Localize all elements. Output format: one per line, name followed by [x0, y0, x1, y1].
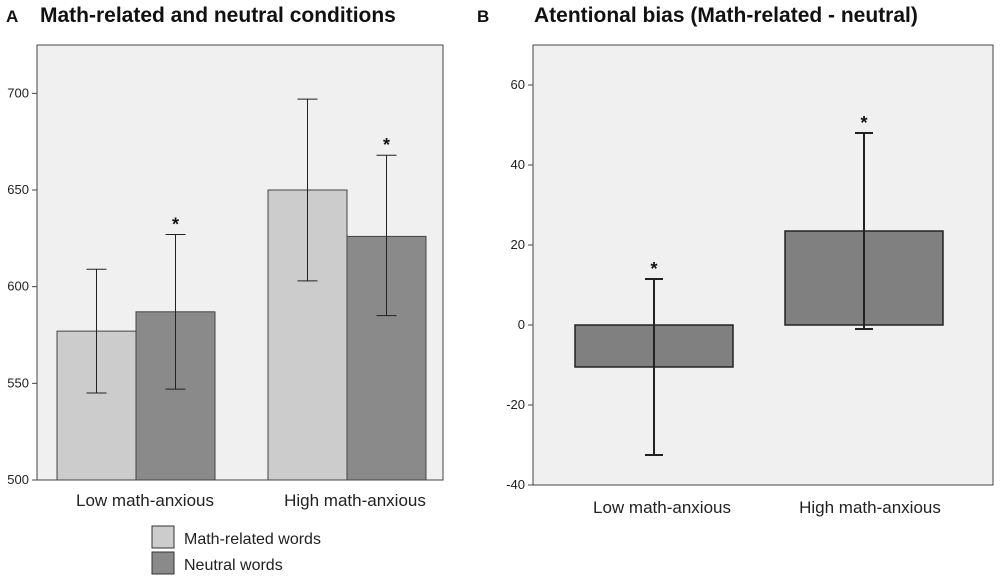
panel-a-category-high: High math-anxious — [284, 491, 426, 510]
panel-a-bar — [56, 330, 137, 481]
legend-swatch-math-related — [151, 525, 175, 549]
panel-a-y-axis: 500 550 600 650 700 — [7, 85, 37, 487]
panel-b-ytick-label: 20 — [511, 237, 525, 252]
panel-a-ytick-label: 650 — [7, 182, 29, 197]
panel-b-ytick-label: 0 — [518, 317, 525, 332]
panel-letter-a: A — [6, 7, 18, 26]
panel-b-ytick-label: 40 — [511, 157, 525, 172]
panel-letter-b: B — [477, 7, 489, 26]
panel-b-bars: ** — [574, 113, 944, 456]
panel-a-bars: ** — [56, 98, 427, 481]
panel-b-y-axis: -40 -20 0 20 40 60 — [506, 77, 533, 492]
panel-a-ytick-label: 600 — [7, 279, 29, 294]
panel-a-significance-star: * — [172, 214, 179, 234]
legend-label-neutral: Neutral words — [184, 557, 283, 574]
panel-a-ytick-label: 550 — [7, 375, 29, 390]
panel-b-ytick-label: -20 — [506, 397, 525, 412]
legend: Math-related words Neutral words — [151, 525, 321, 575]
panel-b-significance-star: * — [860, 113, 867, 133]
panel-a-ytick-label: 500 — [7, 472, 29, 487]
panel-b-title: Atentional bias (Math-related - neutral) — [534, 4, 918, 27]
panel-a-title: Math-related and neutral conditions — [40, 4, 396, 27]
panel-a-significance-star: * — [383, 135, 390, 155]
panel-a-ytick-label: 700 — [7, 85, 29, 100]
panel-b-category-high: High math-anxious — [799, 498, 941, 517]
panel-b-category-low: Low math-anxious — [593, 498, 731, 517]
legend-label-math-related: Math-related words — [184, 531, 321, 548]
panel-b-ytick-label: -40 — [506, 477, 525, 492]
panel-b-significance-star: * — [650, 259, 657, 279]
legend-swatch-neutral — [151, 551, 175, 575]
panel-a-category-low: Low math-anxious — [76, 491, 214, 510]
panel-b-ytick-label: 60 — [511, 77, 525, 92]
